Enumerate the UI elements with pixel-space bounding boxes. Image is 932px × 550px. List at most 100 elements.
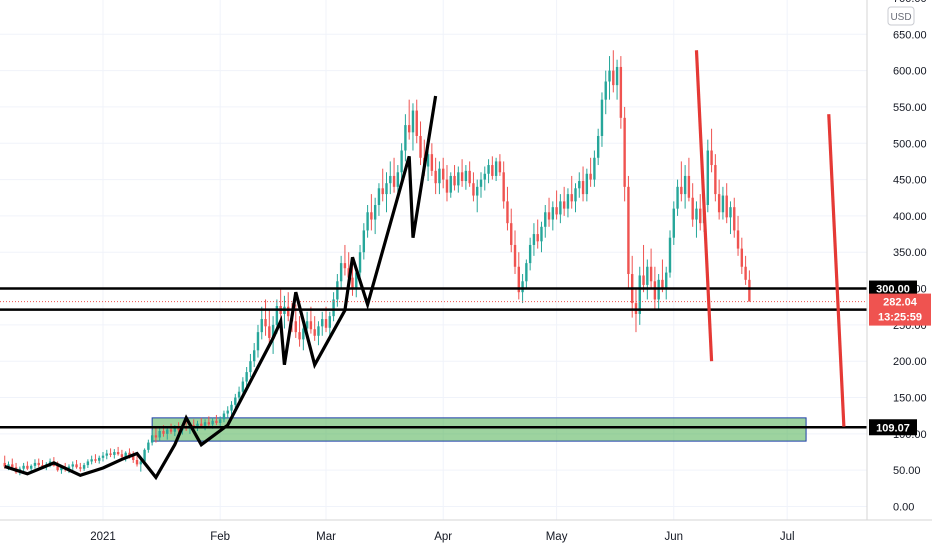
candle-body [528, 244, 532, 264]
level-badge-text: 300.00 [876, 284, 910, 296]
candle-body [294, 321, 297, 333]
price-axis[interactable]: 0.0050.00100.00150.00200.00250.00300.003… [893, 0, 927, 514]
candle-body [169, 429, 173, 432]
y-tick-label: 200.00 [893, 356, 927, 368]
candle-body [377, 188, 381, 206]
candle-body [744, 266, 747, 280]
candle-body [547, 212, 551, 220]
x-tick-label: May [546, 531, 568, 543]
candle-body [581, 181, 585, 195]
candle-body [116, 452, 120, 455]
red-drop-line [827, 114, 846, 427]
candle-body [460, 172, 464, 182]
candle-body [177, 428, 180, 431]
candle-body [355, 272, 358, 289]
candle-body [479, 179, 483, 187]
candle-body [453, 175, 456, 186]
candle-body [555, 207, 558, 215]
candle-body [665, 272, 668, 289]
x-tick-label: Apr [434, 531, 452, 543]
y-tick-label: 550.00 [893, 102, 927, 114]
candle-body [309, 321, 313, 330]
candle-body [733, 207, 736, 231]
candle-body [476, 186, 479, 196]
candle-body [158, 430, 161, 438]
candle-body [237, 391, 241, 398]
candle-body [585, 173, 589, 195]
candle-body [90, 459, 93, 462]
candle-body [494, 161, 498, 176]
x-tick-label: Jul [780, 531, 795, 543]
candle-body [562, 201, 566, 209]
candle-body [109, 453, 112, 455]
candle-body [483, 173, 486, 180]
candle-body [400, 150, 403, 173]
candle-body [105, 453, 108, 456]
time-axis[interactable]: 2021 Feb Mar Apr May Jun Jul [90, 531, 794, 543]
candle-body [196, 423, 199, 428]
candle-body [321, 319, 324, 327]
red-drop-line [694, 50, 714, 362]
price-levels [0, 287, 867, 429]
candle-body [317, 326, 320, 336]
candle-body [396, 172, 400, 187]
candle-body [392, 175, 396, 187]
candle-body [120, 454, 124, 458]
candle-body [683, 175, 687, 195]
candle-body [33, 462, 37, 466]
y-tick-label: 500.00 [893, 138, 927, 150]
candle-body [358, 252, 362, 273]
candle-body [86, 461, 90, 466]
candle-body [256, 332, 260, 351]
candle-body [649, 266, 653, 282]
candle-body [426, 154, 430, 167]
candle-body [139, 461, 142, 465]
y-tick-label: 150.00 [893, 393, 927, 405]
candle-body [351, 277, 354, 289]
candle-body [498, 161, 502, 173]
candle-body [128, 452, 131, 456]
candle-body [143, 449, 146, 462]
candle-body [305, 321, 309, 329]
candle-body [22, 465, 25, 469]
candle-body [302, 328, 305, 340]
candle-body [532, 234, 536, 245]
candle-body [389, 175, 392, 184]
candle-body [332, 299, 335, 317]
candle-body [411, 110, 415, 133]
candle-body [275, 305, 279, 325]
candle-body [218, 419, 222, 423]
candle-body [699, 208, 702, 224]
candle-body [661, 279, 664, 289]
x-tick-label: Jun [665, 531, 684, 543]
y-tick-label: 700.00 [893, 0, 927, 5]
candle-body [540, 226, 543, 242]
currency-box [887, 6, 915, 26]
y-tick-label: 450.00 [893, 175, 927, 187]
candle-body [113, 452, 116, 455]
candle-body [695, 208, 698, 220]
candle-body [646, 266, 649, 285]
level-badge-text: 109.07 [876, 422, 910, 434]
candle-body [211, 420, 214, 425]
candle-body [593, 157, 596, 180]
candles [3, 50, 751, 476]
candle-body [268, 326, 271, 338]
candle-body [135, 460, 139, 465]
candle-body [653, 281, 657, 300]
candle-body [253, 350, 256, 362]
candle-body [245, 372, 248, 382]
candle-body [642, 275, 645, 285]
candle-body [11, 464, 14, 468]
currency-label[interactable]: USD [887, 6, 915, 26]
candle-body [464, 170, 468, 182]
candle-body [362, 230, 366, 253]
last-price-badge-text: 282.04 [883, 297, 918, 309]
candle-body [343, 263, 347, 269]
candle-body [691, 197, 694, 220]
y-tick-label: 400.00 [893, 211, 927, 223]
candle-body [513, 244, 517, 267]
